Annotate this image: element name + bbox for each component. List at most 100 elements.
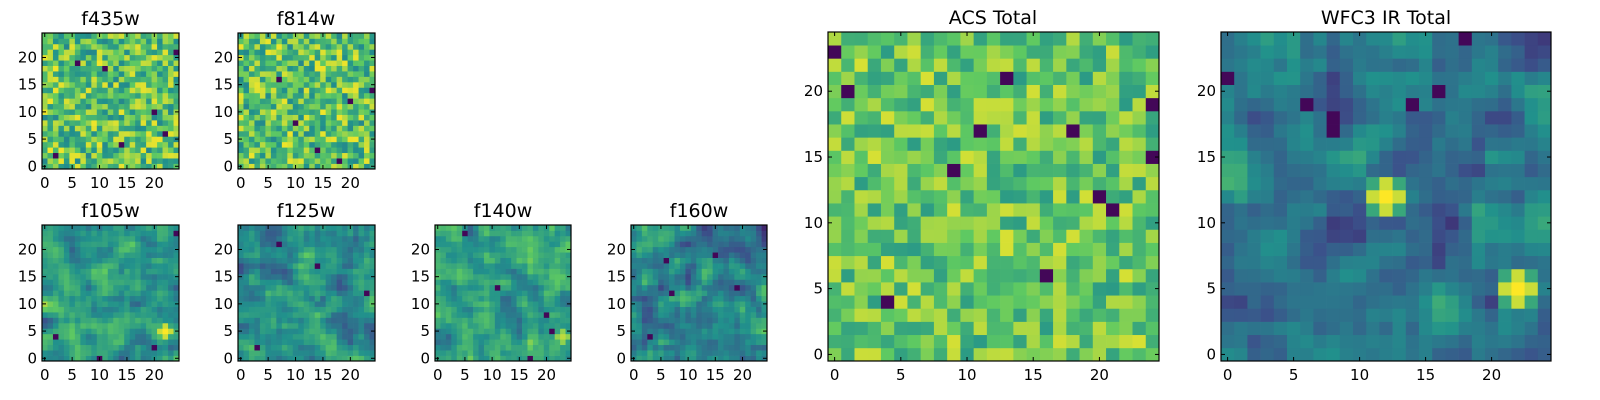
heatmap-cell [358, 279, 365, 286]
heatmap-cell [451, 339, 458, 346]
heatmap-cell [281, 355, 288, 362]
heatmap-cell [500, 263, 507, 269]
heatmap-cell [565, 241, 572, 248]
heatmap-cell [358, 257, 365, 264]
heatmap-cell [47, 163, 54, 170]
heatmap-cell [907, 255, 922, 270]
heatmap-cell [1066, 203, 1080, 217]
heatmap-cell [718, 322, 724, 329]
heatmap-cell [364, 33, 370, 39]
heatmap-cell [723, 225, 730, 231]
heatmap-cell [1092, 242, 1107, 257]
heatmap-cell [867, 163, 882, 178]
heatmap-cell [369, 257, 376, 264]
heatmap-cell [140, 295, 147, 302]
heatmap-cell [554, 284, 561, 291]
heatmap-cell [107, 235, 114, 242]
heatmap-cell [309, 328, 316, 335]
heatmap-cell [1013, 334, 1027, 349]
heatmap-cell [58, 87, 65, 94]
heatmap-cell [511, 306, 517, 313]
heatmap-cell [947, 58, 961, 72]
heatmap-cell [336, 328, 343, 335]
heatmap-cell [1537, 242, 1552, 257]
heatmap-cell [303, 38, 310, 45]
heatmap-cell [325, 114, 332, 121]
heatmap-cell [52, 235, 59, 242]
heatmap-cell [652, 355, 659, 362]
heatmap-cell [74, 301, 81, 307]
heatmap-cell [69, 60, 76, 66]
heatmap-cell [1247, 268, 1261, 283]
heatmap-cell [254, 344, 261, 351]
heatmap-cell [325, 109, 332, 115]
heatmap-cell [701, 295, 708, 302]
heatmap-cell [113, 333, 120, 340]
heatmap-cell [1066, 45, 1080, 59]
heatmap-cell [986, 334, 1001, 349]
heatmap-cell [920, 268, 935, 283]
heatmap-cell [69, 114, 76, 121]
heatmap-cell [336, 317, 343, 324]
heatmap-cell [960, 150, 974, 164]
heatmap-cell [331, 301, 337, 307]
heatmap-cell [364, 257, 370, 264]
heatmap-cell [287, 152, 294, 159]
heatmap-cell [331, 339, 337, 346]
heatmap-cell [358, 230, 365, 237]
heatmap-cell [320, 322, 327, 329]
heatmap-cell [168, 87, 174, 94]
heatmap-cell [157, 125, 163, 132]
heatmap-cell [336, 163, 343, 170]
heatmap-cell [669, 312, 675, 318]
heatmap-cell [973, 216, 988, 230]
heatmap-cell [739, 284, 746, 291]
heatmap-cell [259, 295, 266, 302]
heatmap-cell [907, 58, 922, 72]
heatmap-cell [462, 230, 468, 237]
heatmap-cell [674, 246, 681, 253]
heatmap-cell [270, 355, 277, 362]
heatmap-cell [96, 38, 103, 45]
heatmap-cell [347, 141, 354, 148]
heatmap-cell [739, 273, 746, 280]
heatmap-cell [353, 158, 359, 164]
heatmap-cell [74, 54, 81, 61]
heatmap-cell [1300, 308, 1314, 322]
heatmap-cell [636, 355, 643, 362]
heatmap-cell [663, 306, 670, 313]
heatmap-cell [129, 120, 136, 126]
heatmap-cell [58, 350, 65, 356]
heatmap-cell [679, 273, 686, 280]
heatmap-cell [1432, 308, 1446, 322]
heatmap-cell [641, 263, 648, 269]
heatmap-cell [80, 158, 87, 164]
heatmap-cell [631, 312, 637, 318]
heatmap-cell [151, 328, 158, 335]
heatmap-cell [168, 98, 174, 105]
heatmap-cell [52, 290, 59, 297]
heatmap-cell [107, 230, 114, 237]
heatmap-cell [140, 114, 147, 121]
heatmap-cell [986, 110, 1001, 125]
heatmap-cell [238, 103, 244, 110]
heatmap-cell [986, 255, 1001, 270]
heatmap-cell [146, 71, 152, 77]
heatmap-cell [303, 33, 310, 39]
heatmap-cell [102, 284, 109, 291]
heatmap-cell [554, 273, 561, 280]
heatmap-cell [369, 317, 376, 324]
heatmap-cell [451, 241, 458, 248]
heatmap-cell [1039, 97, 1054, 112]
heatmap-cell [505, 306, 512, 313]
heatmap-cell [85, 263, 92, 269]
heatmap-cell [325, 120, 332, 126]
heatmap-cell [1106, 32, 1120, 46]
heatmap-cell [276, 120, 283, 126]
heatmap-cell [1273, 334, 1288, 349]
heatmap-cell [140, 257, 147, 264]
heatmap-cell [140, 279, 147, 286]
heatmap-cell [1145, 282, 1160, 296]
heatmap-cell [358, 306, 365, 313]
heatmap-cell [1300, 268, 1314, 283]
